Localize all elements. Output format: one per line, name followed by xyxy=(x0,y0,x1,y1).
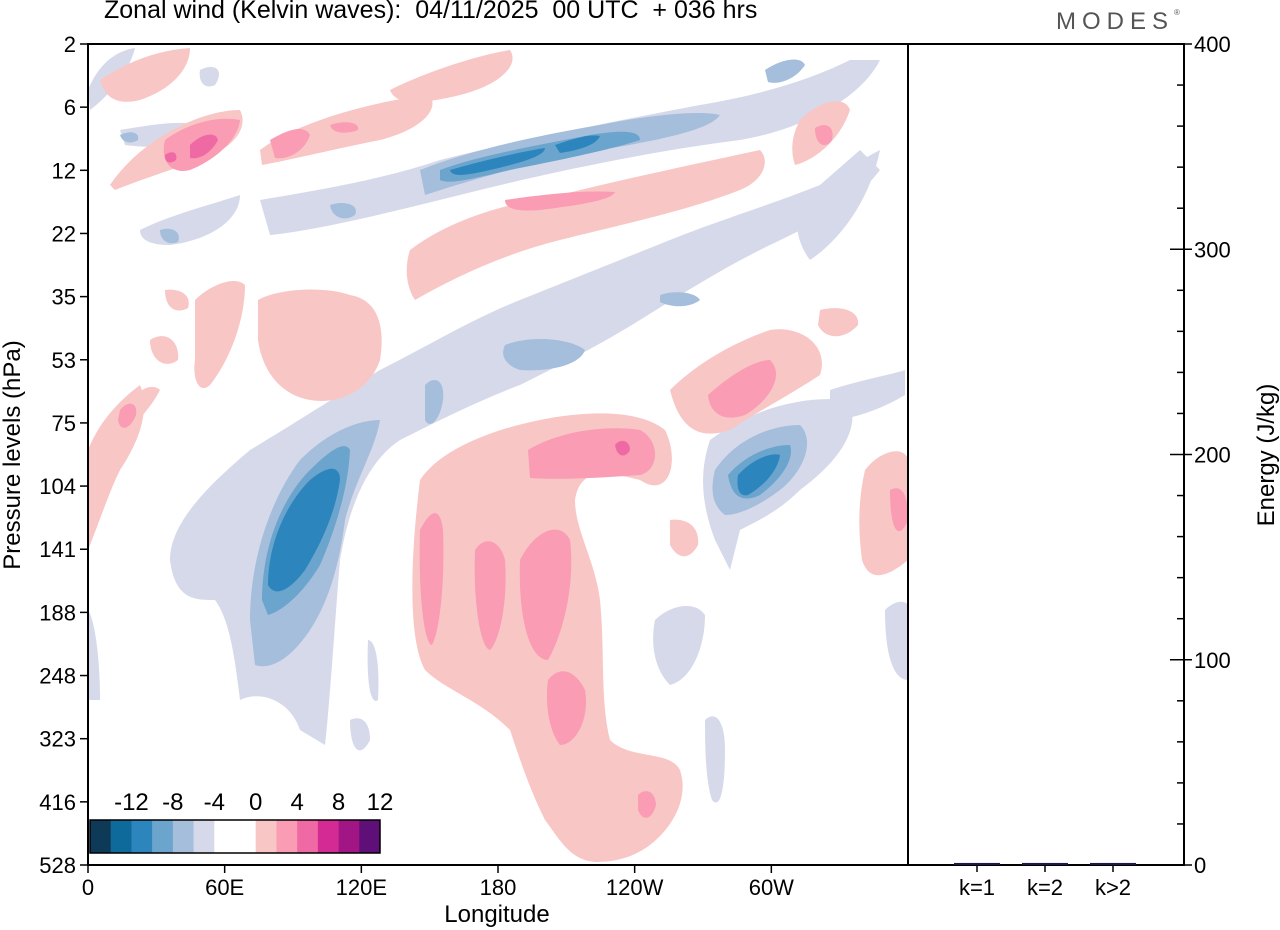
colorbar-label-0: -12 xyxy=(114,789,149,816)
energy-cat-label-0: k=1 xyxy=(959,875,995,900)
y-tick-label-10: 248 xyxy=(39,664,76,689)
colorbar-swatch-0 xyxy=(90,820,112,853)
colorbar-swatch-9 xyxy=(276,820,298,853)
colorbar-swatch-8 xyxy=(255,820,277,853)
x-tick-label-3: 180 xyxy=(480,875,517,900)
colorbar-swatch-7 xyxy=(235,820,257,853)
modes-logo: MODES® xyxy=(1056,8,1180,36)
y-axis-label: Pressure levels (hPa) xyxy=(0,340,26,569)
energy-tick-label-4: 400 xyxy=(1194,32,1231,57)
x-tick-label-0: 0 xyxy=(82,875,94,900)
brand-text: MODES xyxy=(1056,8,1175,35)
colorbar-swatch-4 xyxy=(172,820,194,853)
energy-tick-label-3: 300 xyxy=(1194,237,1231,262)
colorbar-swatch-10 xyxy=(297,820,319,853)
contour-field xyxy=(88,48,908,862)
energy-tick-label-1: 100 xyxy=(1194,648,1231,673)
y-tick-label-6: 75 xyxy=(52,411,76,436)
y-tick-label-3: 22 xyxy=(52,221,76,246)
energy-cat-label-1: k=2 xyxy=(1027,875,1063,900)
energy-frame xyxy=(907,43,1185,866)
chart-title: Zonal wind (Kelvin waves): 04/11/2025 00… xyxy=(104,0,758,24)
colorbar-label-4: 4 xyxy=(290,789,303,816)
energy-cat-label-2: k>2 xyxy=(1095,875,1131,900)
colorbar-labels: -12 -8 -4 0 4 8 12 xyxy=(114,789,393,816)
colorbar-swatch-5 xyxy=(193,820,215,853)
colorbar-border xyxy=(89,819,381,854)
y-tick-label-12: 416 xyxy=(39,790,76,815)
y-axis: 2 6 12 22 35 53 75 104 141 188 248 323 416 528 xyxy=(39,32,88,878)
energy-bar-0 xyxy=(954,862,1000,865)
colorbar-swatch-11 xyxy=(317,820,339,853)
colorbar-swatch-3 xyxy=(152,820,174,853)
contour-strong-positive xyxy=(164,134,630,456)
colorbar-label-3: 0 xyxy=(249,789,262,816)
colorbar-label-6: 12 xyxy=(367,789,394,816)
colorbar-swatch-6 xyxy=(214,820,236,853)
x-axis-label: Longitude xyxy=(444,901,549,928)
x-tick-label-5: 60W xyxy=(749,875,794,900)
y-tick-label-8: 141 xyxy=(39,537,76,562)
x-tick-label-1: 60E xyxy=(205,875,244,900)
energy-bars: k=1 k=2 k>2 xyxy=(954,862,1136,900)
energy-tick-label-2: 200 xyxy=(1194,443,1231,468)
colorbar xyxy=(89,819,381,854)
colorbar-swatch-12 xyxy=(338,820,360,853)
y-tick-label-1: 6 xyxy=(64,95,76,120)
registered-icon: ® xyxy=(1174,8,1180,17)
y-tick-label-7: 104 xyxy=(39,474,76,499)
y-tick-label-13: 528 xyxy=(39,853,76,878)
colorbar-swatch-1 xyxy=(110,820,132,853)
colorbar-label-2: -4 xyxy=(204,789,225,816)
energy-axis: 0 100 200 300 400 xyxy=(1170,32,1231,878)
y-tick-label-4: 35 xyxy=(52,285,76,310)
y-tick-label-5: 53 xyxy=(52,348,76,373)
colorbar-label-5: 8 xyxy=(332,789,345,816)
y-tick-label-11: 323 xyxy=(39,727,76,752)
colorbar-swatch-13 xyxy=(359,820,381,853)
y-tick-label-0: 2 xyxy=(64,32,76,57)
y-tick-label-2: 12 xyxy=(52,158,76,183)
contour-extreme-negative xyxy=(268,135,780,592)
energy-bar-2 xyxy=(1090,862,1136,865)
x-tick-label-2: 120E xyxy=(336,875,387,900)
energy-bar-1 xyxy=(1022,862,1068,865)
x-axis: 0 60E 120E 180 120W 60W xyxy=(82,865,794,900)
x-tick-label-4: 120W xyxy=(606,875,664,900)
y-tick-label-9: 188 xyxy=(39,600,76,625)
colorbar-label-1: -8 xyxy=(162,789,183,816)
colorbar-swatch-2 xyxy=(131,820,153,853)
energy-axis-label: Energy (J/kg) xyxy=(1253,384,1280,527)
energy-tick-label-0: 0 xyxy=(1194,853,1206,878)
